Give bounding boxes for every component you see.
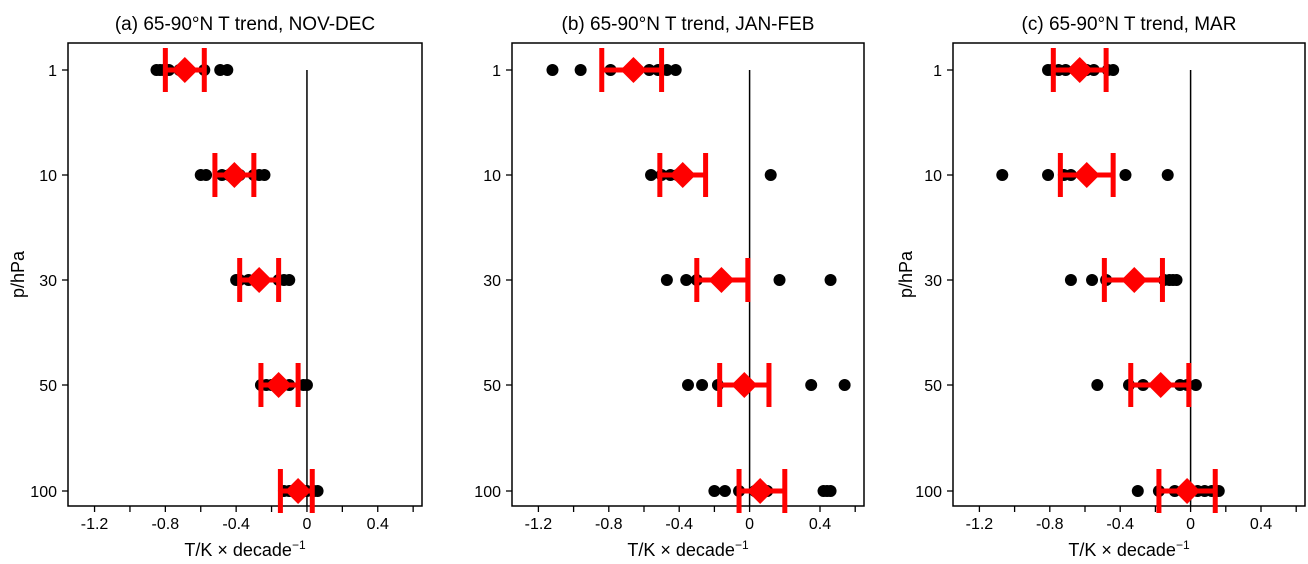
panel-a: (a) 65-90°N T trend, NOV-DEC -1.2 -0.8 -0.4…: [8, 14, 423, 560]
data-point: [696, 379, 709, 391]
chart-title: (a) 65-90°N T trend, NOV-DEC: [115, 14, 375, 35]
data-point: [996, 169, 1009, 181]
x-axis-label: T/K × decade−1: [184, 538, 306, 560]
data-point: [1107, 64, 1120, 76]
y-tick-label: 100: [474, 484, 501, 501]
x-tick-label: -0.4: [222, 516, 250, 533]
mean-marker: [221, 162, 248, 188]
data-point: [1131, 485, 1144, 497]
x-tick-label: -0.8: [152, 516, 180, 533]
mean-marker: [669, 162, 696, 188]
data-point: [708, 485, 721, 497]
x-tick-label: -0.4: [1106, 516, 1134, 533]
mean-marker: [1121, 267, 1148, 293]
y-axis-label: p/hPa: [8, 250, 28, 298]
y-tick-label: 30: [483, 273, 501, 290]
data-point: [1091, 379, 1104, 391]
data-point: [824, 485, 837, 497]
data-point: [221, 64, 234, 76]
x-axis-label-superscript: −1: [735, 538, 749, 552]
data-point: [838, 379, 851, 391]
y-tick-label: 1: [48, 63, 57, 80]
data-point: [574, 64, 587, 76]
mean-marker: [1174, 478, 1201, 504]
plot-frame: [511, 42, 865, 507]
mean-marker: [747, 478, 774, 504]
y-tick-label: 50: [924, 378, 942, 395]
data-point: [645, 169, 658, 181]
y-tick-label: 1: [933, 63, 942, 80]
panel-c: (c) 65-90°N T trend, MAR -1.2 -0.8 -0.4 0 0.4…: [896, 14, 1306, 560]
x-tick-label: 0: [302, 516, 311, 533]
data-point: [669, 64, 682, 76]
data-point: [1042, 169, 1055, 181]
data-point: [660, 274, 673, 286]
data-point: [682, 379, 694, 391]
y-tick-label: 100: [915, 484, 942, 501]
data-point: [824, 274, 837, 286]
plot-frame: [67, 42, 423, 507]
x-tick-label: 0.4: [367, 516, 389, 533]
y-tick-label: 30: [924, 273, 942, 290]
y-tick-label: 10: [924, 168, 942, 185]
x-tick-label: -0.8: [1036, 516, 1064, 533]
chart-title: (b) 65-90°N T trend, JAN-FEB: [562, 14, 815, 35]
data-point: [773, 274, 786, 286]
data-point: [1161, 169, 1174, 181]
data-point: [283, 274, 296, 286]
data-point: [1170, 274, 1183, 286]
data-point: [1086, 274, 1099, 286]
mean-marker: [285, 478, 312, 504]
y-tick-label: 10: [483, 168, 501, 185]
mean-marker: [246, 267, 273, 293]
y-tick-label: 100: [30, 484, 57, 501]
mean-marker: [731, 372, 758, 398]
y-tick-label: 50: [39, 378, 57, 395]
data-point: [680, 274, 693, 286]
x-tick-label: 0.4: [809, 516, 831, 533]
data-point: [300, 379, 313, 391]
data-point: [805, 379, 818, 391]
chart-title: (c) 65-90°N T trend, MAR: [1022, 14, 1237, 35]
x-axis-label: T/K × decade−1: [627, 538, 749, 560]
y-tick-label: 1: [492, 63, 501, 80]
y-tick-label: 50: [483, 378, 501, 395]
x-tick-label: -1.2: [966, 516, 994, 533]
mean-marker: [1147, 372, 1174, 398]
mean-marker: [1073, 162, 1100, 188]
x-tick-label: 0.4: [1250, 516, 1272, 533]
mean-marker: [265, 372, 292, 398]
x-axis-label-superscript: −1: [292, 538, 306, 552]
plot-frame: [952, 42, 1306, 507]
x-tick-label: 0: [745, 516, 754, 533]
mean-marker: [171, 57, 198, 83]
data-point: [764, 169, 777, 181]
x-axis-label-superscript: −1: [1176, 538, 1190, 552]
mean-marker: [620, 57, 647, 83]
y-tick-label: 10: [39, 168, 57, 185]
mean-marker: [1066, 57, 1093, 83]
x-tick-label: -0.4: [665, 516, 693, 533]
data-point: [546, 64, 559, 76]
x-axis-label: T/K × decade−1: [1068, 538, 1190, 560]
x-tick-label: -1.2: [525, 516, 553, 533]
mean-marker: [708, 267, 735, 293]
panel-b: (b) 65-90°N T trend, JAN-FEB -1.2 -0.8 -0.4…: [474, 14, 865, 560]
data-point: [1189, 379, 1202, 391]
y-axis-label: p/hPa: [896, 250, 916, 298]
y-tick-label: 30: [39, 273, 57, 290]
x-tick-label: 0: [1186, 516, 1195, 533]
x-tick-label: -0.8: [595, 516, 623, 533]
data-point: [258, 169, 271, 181]
data-point: [200, 169, 213, 181]
x-tick-label: -1.2: [81, 516, 109, 533]
data-point: [1064, 274, 1077, 286]
data-point: [718, 485, 731, 497]
data-point: [1119, 169, 1132, 181]
